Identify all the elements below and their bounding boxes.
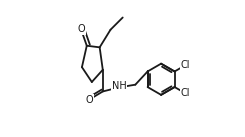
- Text: NH: NH: [112, 81, 126, 91]
- Text: O: O: [77, 24, 85, 34]
- Text: O: O: [86, 95, 93, 105]
- Text: Cl: Cl: [180, 88, 190, 98]
- Text: Cl: Cl: [180, 60, 190, 70]
